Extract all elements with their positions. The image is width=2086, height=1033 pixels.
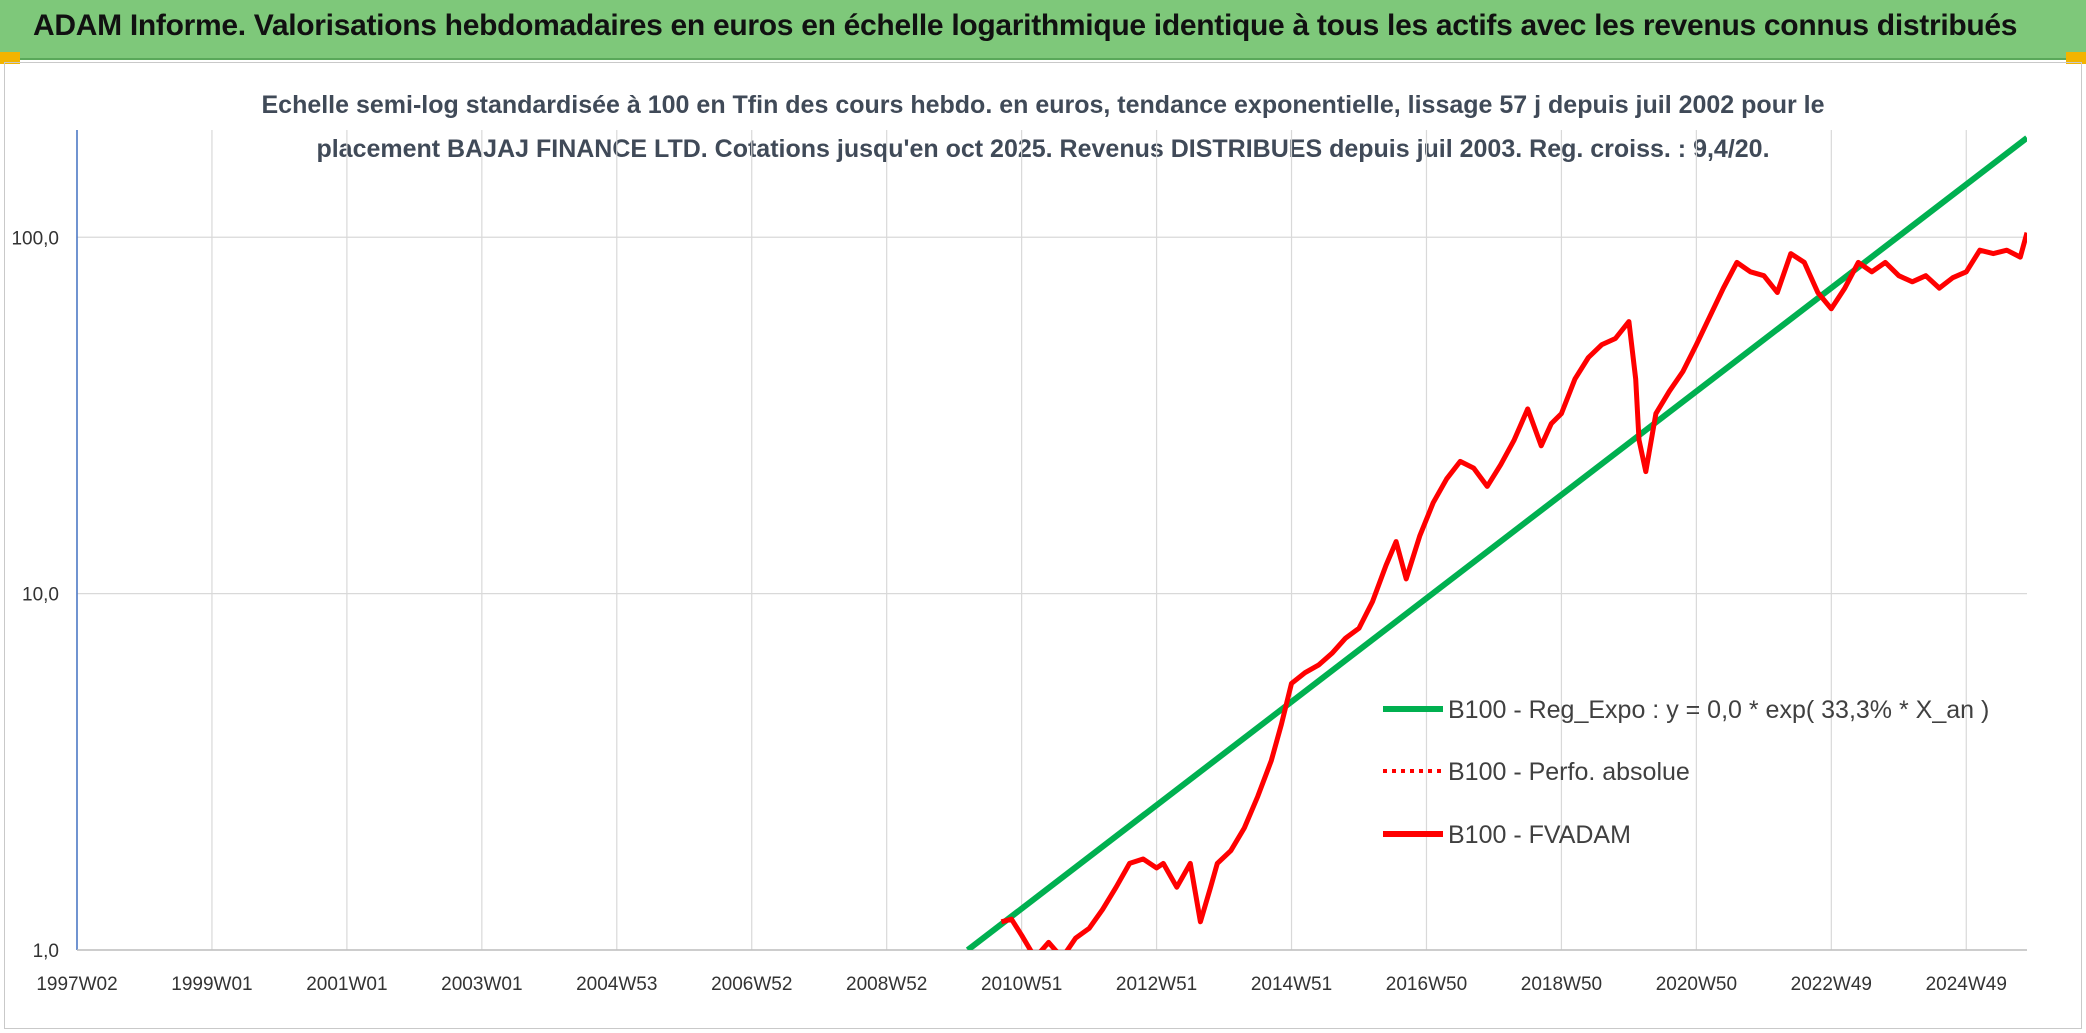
banner: ADAM Informe. Valorisations hebdomadaire…	[0, 0, 2086, 60]
chart-title-line-2: placement BAJAJ FINANCE LTD. Cotations j…	[316, 135, 1770, 163]
series-fvadam-line	[1000, 232, 2027, 950]
corner-marker-right	[2066, 52, 2086, 64]
chart-title-line-1: Echelle semi-log standardisée à 100 en T…	[261, 91, 1825, 119]
x-tick-label: 2014W51	[1251, 974, 1332, 995]
corner-marker-left	[0, 52, 20, 64]
x-tick-label: 2022W49	[1791, 974, 1872, 995]
y-tick-label: 1,0	[33, 941, 59, 962]
x-tick-label: 2012W51	[1116, 974, 1197, 995]
x-tick-label: 2024W49	[1926, 974, 2007, 995]
y-tick-label: 100,0	[11, 228, 59, 249]
x-tick-label: 2001W01	[306, 974, 387, 995]
x-tick-label: 2006W52	[711, 974, 792, 995]
x-tick-label: 2003W01	[441, 974, 522, 995]
legend-label: B100 - FVADAM	[1448, 821, 1631, 849]
x-tick-label: 2008W52	[846, 974, 927, 995]
x-tick-label: 2004W53	[576, 974, 657, 995]
y-tick-label: 10,0	[22, 585, 59, 606]
x-tick-label: 2018W50	[1521, 974, 1602, 995]
x-tick-label: 2016W50	[1386, 974, 1467, 995]
x-tick-label: 2010W51	[981, 974, 1062, 995]
x-tick-label: 2020W50	[1656, 974, 1737, 995]
chart-frame	[4, 62, 2082, 1029]
legend-label: B100 - Perfo. absolue	[1448, 758, 1690, 786]
x-tick-label: 1999W01	[171, 974, 252, 995]
legend-label: B100 - Reg_Expo : y = 0,0 * exp( 33,3% *…	[1448, 696, 1989, 724]
banner-title: ADAM Informe. Valorisations hebdomadaire…	[33, 9, 2018, 42]
x-tick-label: 1997W02	[36, 974, 117, 995]
